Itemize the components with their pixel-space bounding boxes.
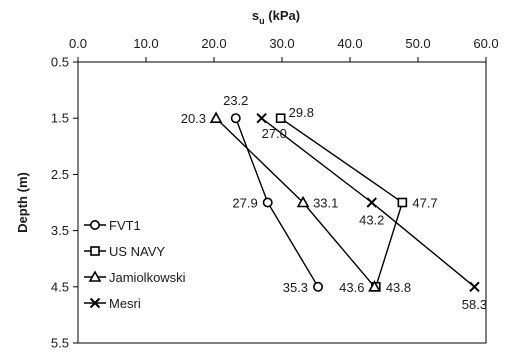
- markers: [209, 111, 480, 293]
- point-fvt1: [313, 281, 324, 292]
- data-label: 27.9: [232, 196, 257, 211]
- x-tick-label: 60.0: [473, 36, 498, 51]
- legend: FVT1 US NAVY Jamiolkowski Mesri: [84, 218, 186, 311]
- legend-marker-fvt1: [90, 220, 101, 231]
- point-mesri-stroke: [469, 281, 480, 293]
- x-tick-label: 0.0: [69, 36, 87, 51]
- y-tick-label: 0.5: [51, 55, 69, 70]
- legend-item-fvt1: FVT1: [84, 218, 141, 233]
- data-label: 33.1: [313, 196, 338, 211]
- legend-label: FVT1: [109, 218, 141, 233]
- series-line-mesri: [261, 117, 475, 288]
- data-label: 35.3: [283, 280, 308, 295]
- point-fvt1: [262, 197, 273, 208]
- point-mesri-stroke: [256, 112, 267, 124]
- y-tick-label: 2.5: [51, 167, 69, 182]
- series-line-us-navy: [280, 117, 404, 288]
- x-tick-label: 40.0: [337, 36, 362, 51]
- data-label: 47.7: [412, 196, 437, 211]
- x-axis-title-main: s: [252, 8, 259, 23]
- x-axis-title-unit: (kPa): [265, 8, 300, 23]
- point-jamiolkowski: [296, 195, 310, 208]
- x-tick-label: 10.0: [133, 36, 158, 51]
- data-label: 43.8: [386, 280, 411, 295]
- point-mesri: [469, 281, 480, 293]
- data-label: 29.8: [289, 105, 314, 120]
- legend-marker-us-navy: [90, 246, 100, 256]
- x-tick-label: 20.0: [201, 36, 226, 51]
- legend-label: Mesri: [109, 296, 141, 311]
- y-tick-label: 5.5: [51, 336, 69, 351]
- x-axis-title: su (kPa): [252, 8, 300, 26]
- legend-item-jamiolkowski: Jamiolkowski: [84, 270, 186, 285]
- data-labels: 23.2 27.9 35.3 29.8 47.7 43.8 20.3 33.1 43.6 27.0…: [181, 93, 487, 312]
- data-label: 43.6: [339, 280, 364, 295]
- y-tick-label: 3.5: [51, 223, 69, 238]
- point-mesri-stroke: [366, 197, 377, 208]
- data-label: 23.2: [223, 93, 248, 108]
- data-label: 27.0: [262, 126, 287, 141]
- legend-label: US NAVY: [109, 244, 165, 259]
- x-tick-label: 50.0: [405, 36, 430, 51]
- data-label: 58.3: [462, 297, 487, 312]
- point-jamiolkowski: [368, 280, 381, 292]
- y-axis-title: Depth (m): [15, 172, 30, 233]
- axes: 0.0 10.0 20.0 30.0 40.0 50.0 60.0 0.5 1.5 2.5 3.5 4…: [15, 8, 499, 351]
- data-label: 20.3: [181, 111, 206, 126]
- x-tick-label: 30.0: [269, 36, 294, 51]
- y-tick-label: 1.5: [51, 111, 69, 126]
- point-mesri: [256, 112, 267, 124]
- legend-marker-jamiolkowski: [88, 270, 102, 282]
- legend-label: Jamiolkowski: [109, 270, 186, 285]
- y-tick-label: 4.5: [51, 279, 69, 294]
- x-axis-title-subscript: u: [259, 16, 265, 26]
- legend-marker-mesri-stroke: [89, 297, 101, 309]
- legend-item-us-navy: US NAVY: [84, 244, 165, 259]
- data-label: 43.2: [359, 213, 384, 228]
- point-us-navy: [397, 197, 408, 208]
- point-mesri: [366, 197, 377, 208]
- legend-item-mesri: Mesri: [84, 296, 141, 311]
- point-jamiolkowski: [209, 111, 223, 123]
- point-fvt1: [230, 113, 241, 124]
- legend-marker-mesri: [89, 297, 101, 309]
- point-us-navy: [275, 113, 286, 123]
